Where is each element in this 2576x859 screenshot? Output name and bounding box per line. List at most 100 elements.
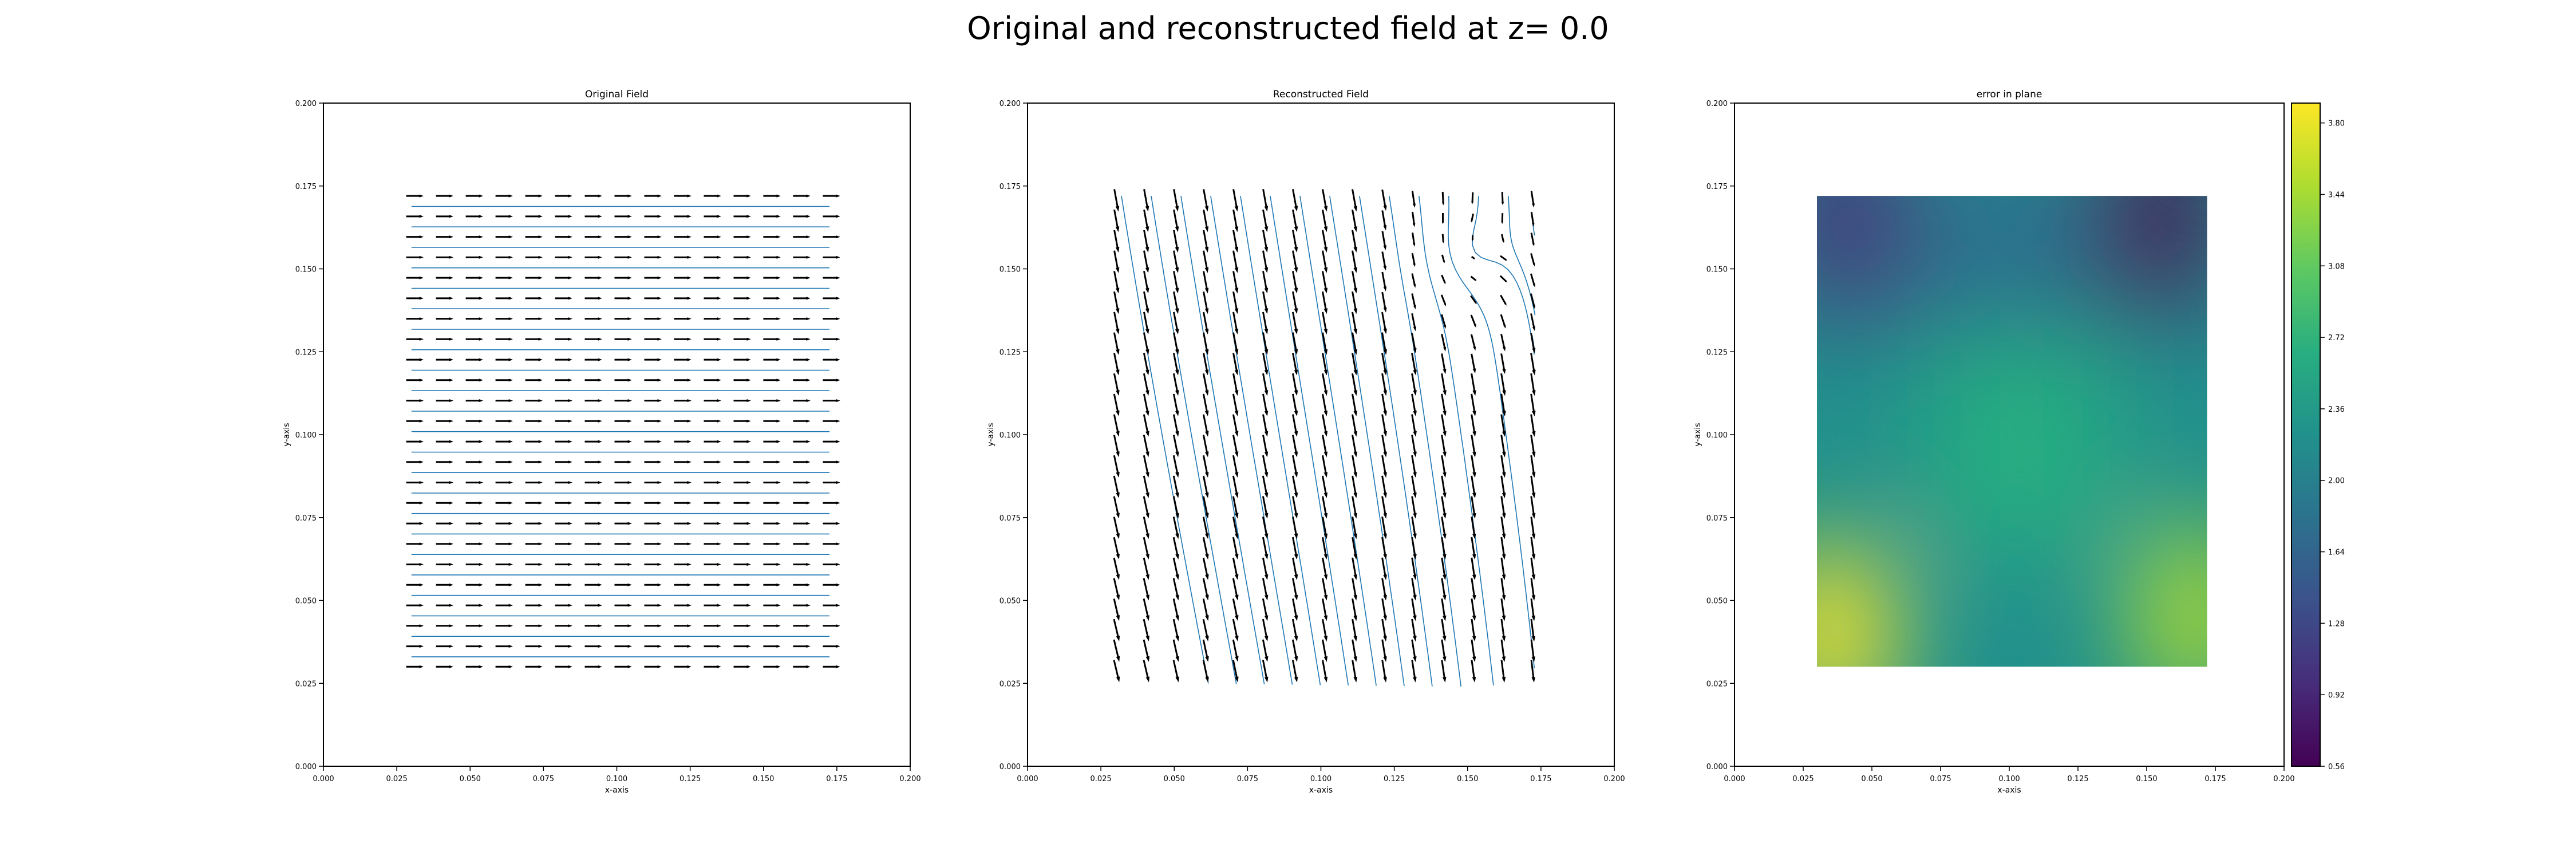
arrow-shaft — [1292, 230, 1298, 250]
arrow-head — [1294, 369, 1298, 376]
arrow-shaft — [1143, 332, 1149, 352]
arrow-shaft — [1262, 189, 1268, 209]
arrow-head — [419, 501, 424, 505]
arrow-shaft — [1143, 557, 1149, 577]
arrow-head — [1234, 349, 1239, 355]
arrow-shaft — [1352, 435, 1357, 455]
arrow-shaft — [1173, 250, 1179, 270]
arrow-head — [1502, 677, 1506, 683]
arrow-head — [538, 583, 543, 586]
arrow-shaft — [1143, 189, 1149, 209]
colorbar-tick-label: 2.36 — [2328, 405, 2345, 414]
arrow-shaft — [1143, 230, 1149, 250]
x-axis-label: x-axis — [1309, 786, 1333, 795]
arrow-head — [1234, 390, 1239, 396]
arrow-head — [538, 460, 543, 464]
arrow-head — [627, 501, 632, 505]
arrow-head — [479, 665, 483, 668]
arrow-head — [449, 563, 453, 566]
arrow-head — [717, 665, 721, 668]
arrow-head — [717, 297, 721, 300]
x-axis-ticks: 0.000 0.025 0.050 0.075 0.100 0.125 0.150 0.175… — [313, 766, 921, 783]
arrow-shaft — [1292, 557, 1298, 577]
arrow-head — [1443, 574, 1447, 581]
arrow-head — [657, 481, 662, 484]
arrow-head — [419, 460, 424, 464]
arrow-head — [1442, 636, 1447, 642]
arrow-shaft — [1322, 189, 1327, 209]
arrow-shaft — [1292, 373, 1298, 393]
arrow-head — [806, 297, 811, 300]
arrow-head — [479, 379, 483, 382]
arrow-head — [836, 665, 840, 668]
arrow-head — [1413, 203, 1416, 208]
arrow-head — [1413, 533, 1417, 539]
x-tick-label: 0.175 — [2204, 775, 2226, 783]
arrow-shaft — [1172, 455, 1179, 475]
arrow-head — [1294, 615, 1298, 621]
arrow-head — [598, 337, 602, 341]
arrow-head — [1235, 554, 1239, 560]
arrow-shaft — [1172, 496, 1179, 516]
arrow-head — [449, 604, 453, 607]
arrow-shaft — [1530, 191, 1535, 206]
arrow-head — [568, 583, 572, 586]
arrow-head — [1205, 574, 1209, 580]
arrow-head — [657, 358, 662, 361]
arrow-shaft — [1292, 250, 1298, 270]
arrow-head — [1353, 431, 1358, 437]
arrow-head — [687, 297, 692, 300]
arrow-shaft — [1173, 209, 1179, 229]
arrow-shaft — [1500, 578, 1505, 598]
arrow-shaft — [1113, 414, 1119, 434]
arrow-head — [1145, 656, 1150, 662]
arrow-head — [1323, 615, 1328, 621]
arrow-head — [449, 624, 453, 628]
arrow-shaft — [1262, 332, 1268, 352]
arrow-head — [806, 604, 811, 607]
arrow-shaft — [1441, 333, 1446, 349]
arrow-shaft — [1411, 557, 1416, 577]
arrow-head — [717, 440, 721, 443]
arrow-head — [746, 542, 751, 546]
arrow-head — [776, 337, 781, 341]
arrow-head — [1145, 472, 1149, 478]
arrow-head — [568, 624, 572, 628]
arrow-shaft — [1352, 250, 1357, 270]
arrow-head — [746, 235, 751, 239]
arrow-head — [1443, 431, 1447, 437]
arrow-shaft — [1470, 295, 1477, 304]
arrow-head — [1353, 349, 1358, 355]
arrow-shaft — [1322, 271, 1327, 291]
arrow-head — [1323, 594, 1328, 601]
arrow-head — [508, 522, 513, 525]
arrow-head — [1532, 348, 1536, 353]
arrow-shaft — [1113, 537, 1120, 557]
y-tick-label: 0.075 — [999, 514, 1021, 523]
panel-title: Reconstructed Field — [1273, 89, 1369, 100]
arrow-head — [598, 399, 602, 403]
arrow-head — [836, 583, 840, 586]
colorbar-tick-label: 0.92 — [2328, 691, 2345, 700]
arrow-shaft — [1292, 291, 1298, 311]
arrow-head — [776, 665, 781, 668]
arrow-shaft — [1322, 312, 1327, 332]
arrow-head — [598, 645, 602, 648]
arrow-head — [508, 317, 513, 321]
arrow-shaft — [1411, 313, 1416, 329]
arrow-head — [1323, 206, 1328, 212]
arrow-shaft — [1352, 332, 1357, 352]
arrow-head — [419, 522, 424, 525]
arrow-shaft — [1172, 393, 1179, 413]
x-tick-label: 0.100 — [1310, 775, 1332, 783]
arrow-head — [627, 358, 632, 361]
arrow-head — [508, 419, 513, 423]
arrow-head — [568, 358, 572, 361]
arrow-head — [1444, 282, 1446, 285]
arrow-shaft — [1322, 209, 1327, 229]
arrow-head — [508, 235, 513, 239]
arrow-head — [627, 460, 632, 464]
arrow-shaft — [1381, 475, 1386, 495]
arrow-head — [1383, 451, 1387, 458]
